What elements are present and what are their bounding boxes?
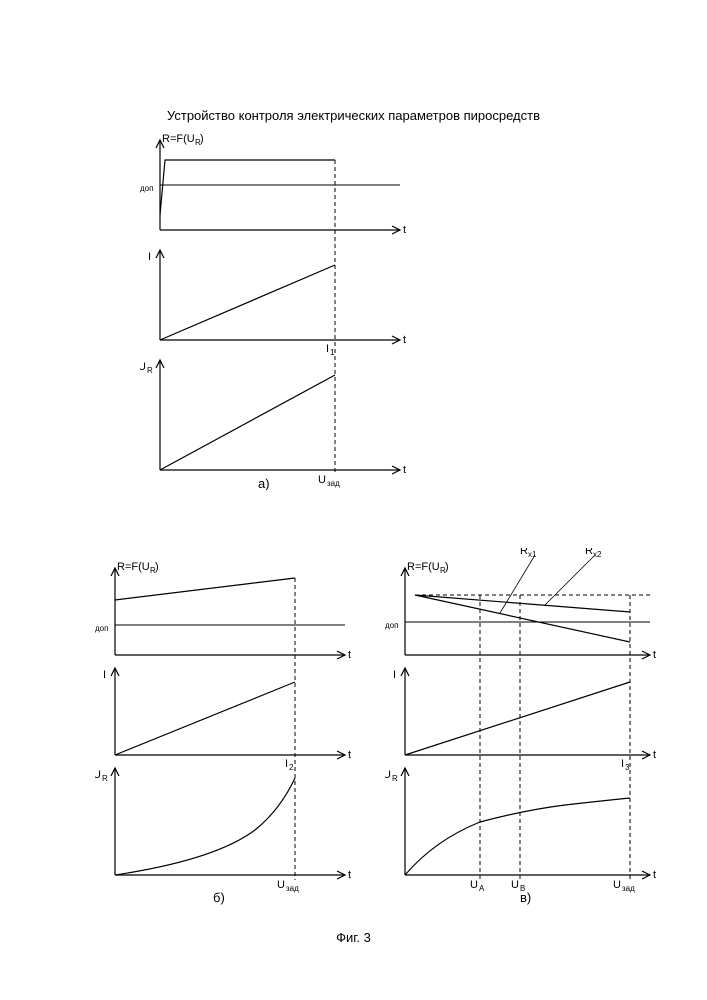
panel-a: R=F(UR) t Rдоп I t I1 UR [140,130,440,490]
panel-b-sub2: I t I2 [103,668,351,772]
svg-text:зад: зад [286,884,299,893]
svg-text:): ) [445,561,449,573]
svg-text:U: U [385,769,391,781]
svg-text:I: I [285,758,288,770]
svg-text:I: I [621,758,624,770]
panel-v-sub3: UR t UA UB Uзад [385,768,656,893]
svg-text:t: t [348,749,351,761]
page-title: Устройство контроля электрических параме… [0,108,707,123]
svg-text:доп: доп [140,184,153,193]
svg-text:A: A [479,884,485,893]
svg-text:I: I [326,343,329,355]
svg-text:x2: x2 [593,550,602,559]
svg-text:U: U [318,474,326,486]
svg-text:U: U [277,879,285,891]
svg-text:t: t [403,224,406,236]
svg-text:t: t [653,749,656,761]
svg-text:U: U [470,879,478,891]
svg-text:3: 3 [625,763,630,772]
svg-text:2: 2 [289,763,294,772]
svg-text:зад: зад [622,884,635,893]
svg-text:): ) [200,133,204,145]
panel-v-sub1: R=F(UR) t Rдоп Rx1 Rx2 [385,548,656,880]
panel-b-label: б) [213,890,225,905]
panel-b-sub3: UR t Uзад [95,768,351,893]
svg-text:R=F(U: R=F(U [407,561,440,573]
svg-text:зад: зад [327,479,340,488]
svg-text:): ) [155,561,159,573]
svg-text:t: t [348,869,351,881]
figure-page: Устройство контроля электрических параме… [0,0,707,1000]
panel-v-label: в) [520,890,531,905]
svg-text:t: t [348,649,351,661]
panel-a-label: а) [258,476,270,490]
panel-b: R=F(UR) t Rдоп I t I2 UR [95,560,385,905]
panel-a-sub3: UR t Uзад [140,360,406,488]
svg-text:R: R [102,774,108,783]
svg-text:U: U [613,879,621,891]
panel-a-sub1: R=F(UR) t Rдоп [140,133,406,475]
svg-text:R: R [392,774,398,783]
svg-text:U: U [511,879,519,891]
svg-text:t: t [653,869,656,881]
svg-text:x1: x1 [528,550,537,559]
svg-text:t: t [653,649,656,661]
svg-text:доп: доп [385,621,398,630]
svg-text:R: R [585,548,593,557]
figure-label: Фиг. 3 [0,930,707,945]
svg-text:t: t [403,464,406,476]
panel-a-sub2: I t I1 [148,250,406,357]
svg-text:I: I [148,251,151,263]
svg-text:1: 1 [330,348,335,357]
svg-text:R=F(U: R=F(U [117,561,150,573]
svg-text:R: R [520,548,528,557]
svg-text:t: t [403,334,406,346]
svg-text:R=F(U: R=F(U [162,133,195,145]
svg-text:доп: доп [95,624,108,633]
svg-text:R: R [147,366,153,375]
svg-text:U: U [140,361,146,373]
panel-b-sub1: R=F(UR) t Rдоп [95,561,351,880]
panel-v-sub2: I t I3 [393,668,656,772]
svg-text:U: U [95,769,101,781]
svg-text:I: I [103,669,106,681]
svg-text:I: I [393,669,396,681]
panel-v: R=F(UR) t Rдоп Rx1 Rx2 I [385,548,695,905]
